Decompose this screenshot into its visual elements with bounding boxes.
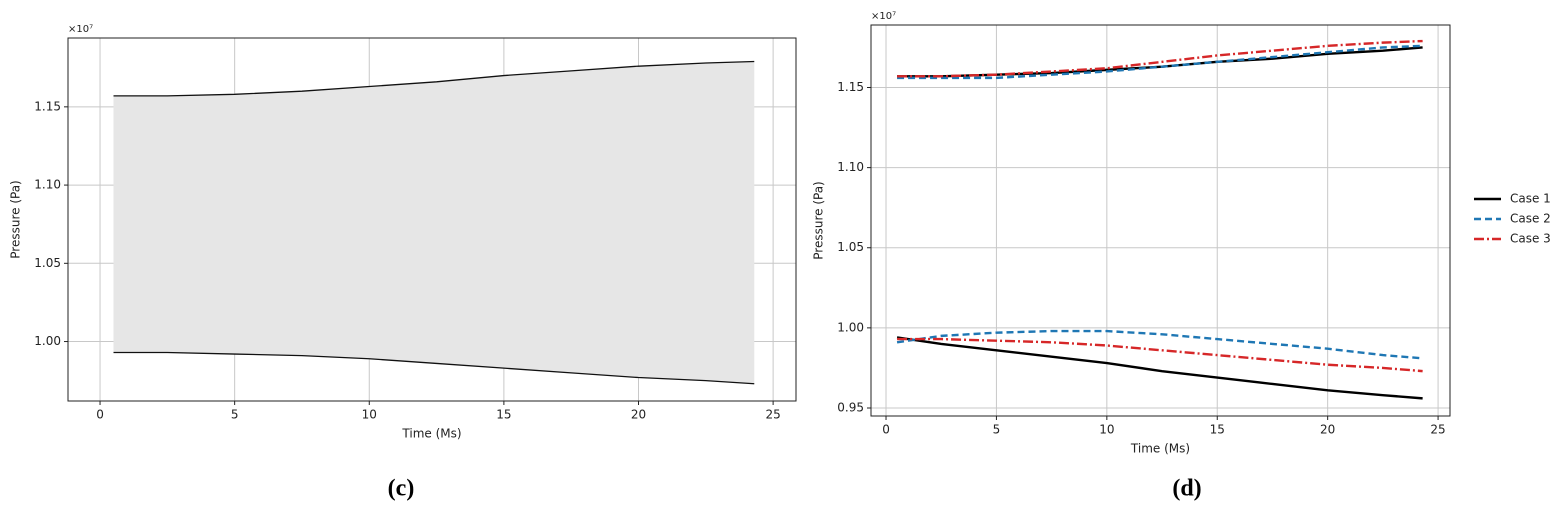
- legend-label: Case 1: [1510, 192, 1551, 206]
- y-tick-label: 1.05: [837, 240, 864, 254]
- legend-label: Case 2: [1510, 212, 1551, 226]
- x-tick-label: 10: [1099, 423, 1114, 437]
- y-tick-label: 1.00: [837, 320, 864, 334]
- x-tick-label: 10: [362, 408, 377, 422]
- y-tick-label: 1.05: [34, 256, 61, 270]
- y-axis-label: Pressure (Pa): [9, 180, 23, 258]
- y-scale-label: ×10⁷: [871, 11, 896, 22]
- y-scale-label: ×10⁷: [68, 24, 93, 35]
- y-tick-label: 1.15: [34, 99, 61, 113]
- x-tick-label: 25: [765, 408, 780, 422]
- envelope-line: [113, 60, 755, 97]
- x-tick-label: 0: [882, 423, 890, 437]
- y-tick-label: 1.00: [34, 334, 61, 348]
- caption: (d): [1172, 476, 1201, 502]
- y-axis-label: Pressure (Pa): [812, 181, 826, 259]
- lower-line: [896, 336, 1423, 400]
- x-tick-label: 20: [1320, 423, 1335, 437]
- lower-line: [896, 329, 1423, 360]
- x-axis-label: Time (Ms): [1130, 442, 1190, 456]
- x-tick-label: 20: [631, 408, 646, 422]
- y-tick-label: 1.15: [837, 80, 864, 94]
- plot-frame: [870, 24, 1451, 417]
- x-tick-label: 5: [993, 423, 1001, 437]
- lower-line: [897, 337, 1423, 373]
- x-tick-label: 15: [1210, 423, 1225, 437]
- legend-label: Case 3: [1510, 232, 1551, 246]
- plot-background: [871, 25, 1450, 416]
- caption: (c): [388, 476, 415, 502]
- upper-line: [897, 44, 1423, 80]
- x-tick-label: 25: [1430, 423, 1445, 437]
- y-tick-label: 0.95: [837, 400, 864, 414]
- upper-line: [897, 39, 1423, 78]
- x-tick-label: 5: [231, 408, 239, 422]
- oscillation-band: [113, 61, 755, 384]
- x-axis-label: Time (Ms): [401, 427, 461, 441]
- chart: 0 5 10 15 20 25 1.00 1.05 1.10 1.15 Time (Ms) Press…: [9, 24, 797, 502]
- y-tick-label: 1.10: [837, 160, 864, 174]
- plot-frame: [67, 37, 797, 402]
- x-tick-label: 0: [96, 408, 104, 422]
- envelope-line: [113, 351, 755, 385]
- y-tick-label: 1.10: [34, 178, 61, 192]
- x-tick-label: 15: [496, 408, 511, 422]
- chart: 0 5 10 15 20 25 0.95 1.00 1.05 1.10 1.15 Case 1 Case…: [812, 11, 1551, 502]
